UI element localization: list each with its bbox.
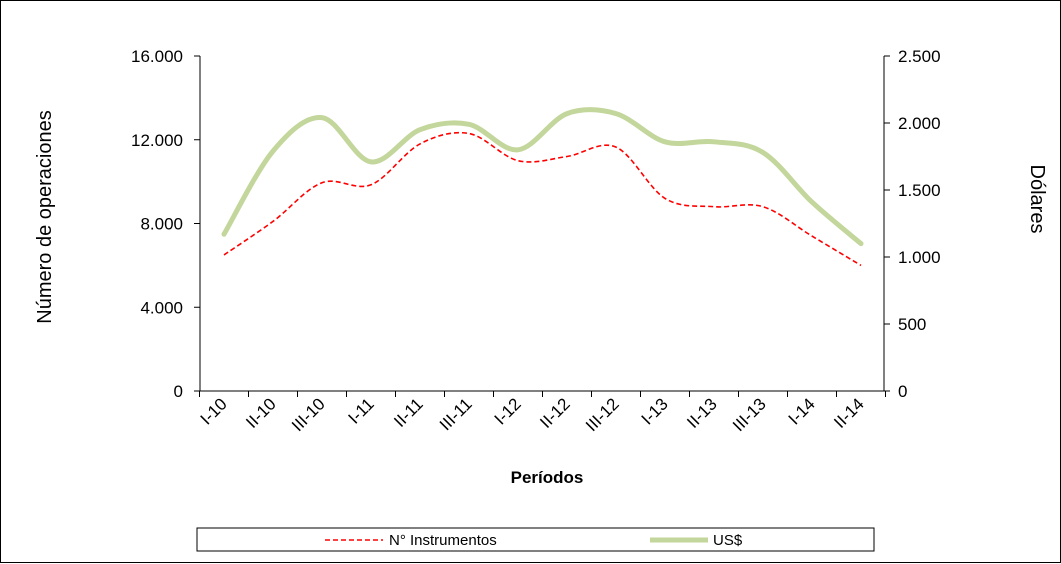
y-right-tick-label: 1.000 (898, 248, 941, 267)
x-ticks: I-10 II-10 III-10 I-11 II-11 III-11 I-12 II-12 I… (197, 391, 886, 435)
x-tick-label: I-14 (785, 394, 819, 428)
y-left-tick-label: 16.000 (131, 47, 183, 66)
x-tick-label: II-13 (683, 394, 720, 431)
x-tick-label: III-13 (729, 394, 770, 435)
y-right-tick-label: 2.000 (898, 114, 941, 133)
y-left-tick-label: 12.000 (131, 131, 183, 150)
legend-label-instrumentos: N° Instrumentos (389, 532, 497, 549)
y-axis-left-title: Número de operaciones (34, 110, 56, 323)
left-ticks: 0 4.000 8.000 12.000 16.000 (131, 47, 200, 401)
series-line-instrumentos (223, 131, 862, 267)
y-right-tick-label: 0 (898, 382, 907, 401)
y-right-tick-label: 1.500 (898, 181, 941, 200)
x-tick-label: III-11 (436, 394, 476, 434)
y-left-tick-label: 8.000 (140, 215, 183, 234)
x-tick-label: II-10 (242, 394, 279, 431)
x-tick-label: I-11 (345, 394, 378, 427)
right-ticks: 0 500 1.000 1.500 2.000 2.500 (884, 47, 941, 401)
legend: N° Instrumentos US$ (196, 527, 875, 552)
x-tick-label: I-12 (491, 394, 525, 428)
axes (199, 56, 885, 392)
y-right-tick-label: 500 (898, 315, 926, 334)
y-axis-right-title: Dólares (1026, 165, 1048, 234)
y-left-tick-label: 4.000 (140, 298, 183, 317)
x-tick-label: II-12 (536, 394, 573, 431)
x-tick-label: III-10 (288, 394, 329, 435)
x-tick-label: I-13 (638, 394, 672, 428)
series-layer (221, 107, 864, 267)
legend-box (196, 527, 875, 552)
x-tick-label: I-10 (197, 394, 231, 428)
legend-label-usd: US$ (713, 532, 743, 549)
x-tick-label: III-12 (582, 394, 623, 435)
x-tick-label: II-14 (830, 394, 867, 431)
x-axis-title: Períodos (511, 468, 584, 487)
series-line-usd (221, 107, 864, 247)
y-right-tick-label: 2.500 (898, 47, 941, 66)
y-left-tick-label: 0 (174, 382, 183, 401)
x-tick-label: II-11 (390, 394, 427, 431)
